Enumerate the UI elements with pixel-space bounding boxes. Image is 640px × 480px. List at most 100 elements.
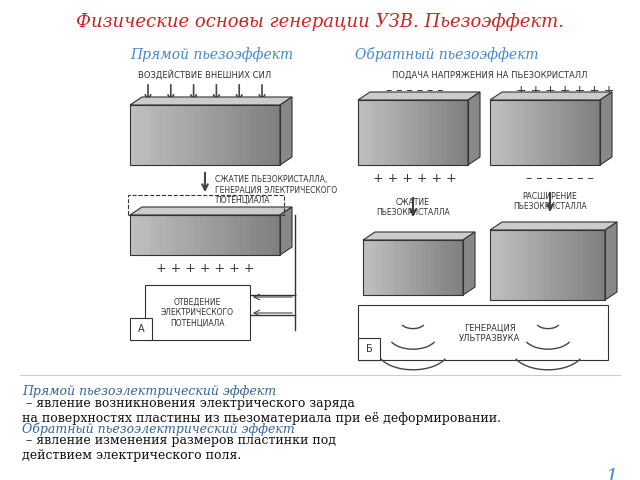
- Bar: [230, 105, 235, 165]
- Bar: [165, 215, 170, 255]
- Bar: [410, 240, 413, 295]
- Text: ПОДАЧА НАПРЯЖЕНИЯ НА ПЬЕЗОКРИСТАЛЛ: ПОДАЧА НАПРЯЖЕНИЯ НА ПЬЕЗОКРИСТАЛЛ: [392, 71, 588, 80]
- Bar: [387, 240, 390, 295]
- Bar: [225, 215, 230, 255]
- Bar: [185, 105, 190, 165]
- Bar: [433, 240, 436, 295]
- Bar: [438, 100, 442, 165]
- Bar: [456, 240, 460, 295]
- Bar: [571, 100, 574, 165]
- Bar: [380, 100, 383, 165]
- Bar: [402, 100, 406, 165]
- Bar: [431, 100, 435, 165]
- Bar: [517, 230, 521, 300]
- Bar: [543, 230, 547, 300]
- Bar: [365, 100, 369, 165]
- Polygon shape: [280, 97, 292, 165]
- Bar: [165, 105, 170, 165]
- Bar: [130, 105, 135, 165]
- Bar: [358, 100, 362, 165]
- Bar: [582, 100, 586, 165]
- Bar: [135, 215, 140, 255]
- Bar: [589, 100, 593, 165]
- Bar: [130, 318, 152, 340]
- Bar: [436, 240, 440, 295]
- Bar: [215, 105, 220, 165]
- Bar: [406, 100, 410, 165]
- Bar: [534, 100, 538, 165]
- Text: Обратный пьезоэлектрический эффект: Обратный пьезоэлектрический эффект: [22, 422, 295, 435]
- Polygon shape: [490, 92, 612, 100]
- Bar: [574, 100, 578, 165]
- Bar: [443, 240, 446, 295]
- Text: Прямой пьезоэффект: Прямой пьезоэффект: [130, 48, 293, 62]
- Bar: [220, 105, 225, 165]
- Text: Б: Б: [365, 344, 372, 354]
- Bar: [235, 105, 240, 165]
- Text: – – – – – – –: – – – – – – –: [526, 171, 594, 184]
- Bar: [383, 240, 387, 295]
- Text: Обратный пьезоэффект: Обратный пьезоэффект: [355, 48, 538, 62]
- Bar: [461, 100, 465, 165]
- Bar: [369, 100, 372, 165]
- Bar: [490, 100, 493, 165]
- Bar: [547, 230, 551, 300]
- Bar: [205, 215, 210, 255]
- Bar: [380, 240, 383, 295]
- Text: СЖАТИЕ ПЬЕЗОКРИСТАЛЛА,
ГЕНЕРАЦИЯ ЭЛЕКТРИЧЕСКОГО
ПОТЕНЦИАЛА: СЖАТИЕ ПЬЕЗОКРИСТАЛЛА, ГЕНЕРАЦИЯ ЭЛЕКТРИ…: [215, 175, 337, 205]
- Bar: [190, 215, 195, 255]
- Bar: [505, 100, 508, 165]
- Bar: [391, 100, 395, 165]
- Bar: [513, 230, 517, 300]
- Bar: [519, 100, 523, 165]
- Bar: [497, 100, 501, 165]
- Bar: [150, 215, 155, 255]
- Bar: [453, 240, 456, 295]
- Bar: [450, 240, 453, 295]
- Bar: [362, 100, 365, 165]
- Bar: [240, 215, 245, 255]
- Bar: [255, 215, 260, 255]
- Bar: [180, 215, 185, 255]
- Bar: [428, 100, 431, 165]
- Bar: [465, 100, 468, 165]
- Bar: [260, 105, 265, 165]
- Bar: [440, 240, 443, 295]
- Bar: [490, 230, 494, 300]
- Text: ГЕНЕРАЦИЯ
УЛЬТРАЗВУКА: ГЕНЕРАЦИЯ УЛЬТРАЗВУКА: [460, 324, 521, 343]
- Text: – – – – – –: – – – – – –: [387, 84, 444, 96]
- Bar: [358, 338, 380, 360]
- Bar: [566, 230, 570, 300]
- Bar: [508, 100, 512, 165]
- Bar: [498, 230, 502, 300]
- Text: Физические основы генерации УЗВ. Пьезоэффект.: Физические основы генерации УЗВ. Пьезоэф…: [76, 13, 564, 31]
- Bar: [270, 215, 275, 255]
- Bar: [130, 215, 135, 255]
- Bar: [523, 100, 527, 165]
- Bar: [270, 105, 275, 165]
- Bar: [450, 100, 453, 165]
- Bar: [413, 240, 417, 295]
- Bar: [555, 230, 559, 300]
- Bar: [363, 240, 463, 295]
- Bar: [245, 105, 250, 165]
- Bar: [387, 100, 391, 165]
- Polygon shape: [358, 92, 480, 100]
- Bar: [597, 230, 601, 300]
- Bar: [358, 305, 608, 360]
- Bar: [395, 100, 398, 165]
- Bar: [521, 230, 525, 300]
- Bar: [457, 100, 461, 165]
- Bar: [540, 230, 543, 300]
- Polygon shape: [363, 232, 475, 240]
- Bar: [509, 230, 513, 300]
- Bar: [210, 215, 215, 255]
- Bar: [527, 100, 531, 165]
- Bar: [265, 215, 270, 255]
- Bar: [130, 215, 280, 255]
- Bar: [240, 105, 245, 165]
- Bar: [185, 215, 190, 255]
- Bar: [145, 285, 250, 340]
- Polygon shape: [490, 222, 617, 230]
- Bar: [567, 100, 571, 165]
